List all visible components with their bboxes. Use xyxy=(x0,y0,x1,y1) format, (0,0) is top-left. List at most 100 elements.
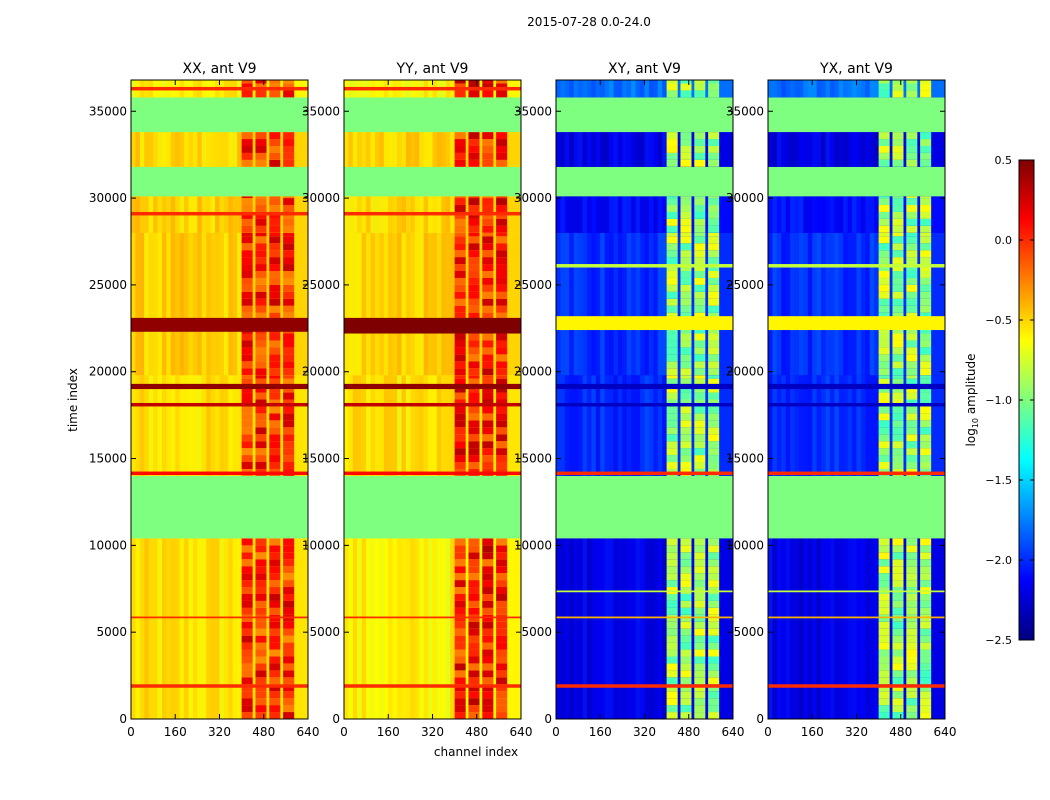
heatmap-rfi-cell xyxy=(920,621,932,629)
heatmap-rfi-cell xyxy=(283,340,295,348)
heatmap-rfi-cell xyxy=(255,559,267,567)
heatmap-rfi-cell xyxy=(454,90,466,98)
heatmap-texture xyxy=(860,232,866,376)
heatmap-texture xyxy=(829,80,835,98)
heatmap-texture xyxy=(237,538,242,719)
heatmap-texture xyxy=(419,375,424,476)
heatmap-rfi-cell xyxy=(255,368,267,376)
heatmap-rfi-cell xyxy=(269,271,281,278)
heatmap-block xyxy=(131,166,308,197)
heatmap-texture xyxy=(834,132,839,167)
heatmap-texture xyxy=(600,375,605,476)
heatmap-rfi-cell xyxy=(454,587,466,594)
heatmap-texture xyxy=(772,80,777,98)
heatmap-rfi-cell xyxy=(878,635,890,643)
heatmap-rfi-cell xyxy=(482,264,494,272)
heatmap-rfi-cell xyxy=(708,291,720,299)
heatmap-texture xyxy=(657,232,663,376)
heatmap-rfi-cell xyxy=(241,677,253,685)
colorbar-tick-label: −1.0 xyxy=(985,394,1012,407)
heatmap-rfi-cell xyxy=(496,392,508,400)
heatmap-texture xyxy=(436,375,442,476)
heatmap-rfi-cell xyxy=(269,621,281,629)
heatmap-rfi-cell xyxy=(920,656,932,664)
heatmap-rfi-cell xyxy=(241,347,253,355)
heatmap-rfi-cell xyxy=(878,705,890,713)
heatmap-rfi-cell xyxy=(482,340,494,348)
heatmap-rfi-cell xyxy=(468,139,480,146)
heatmap-texture xyxy=(569,538,574,719)
heatmap-rfi-cell xyxy=(708,580,720,588)
heatmap-texture xyxy=(635,538,641,719)
heatmap-rfi-cell xyxy=(496,628,508,636)
heatmap-rfi-cell xyxy=(468,448,480,456)
panel-xx: XX, ant V90 160 320 480 64005000100001500020… xyxy=(89,61,320,739)
heatmap-rfi-cell xyxy=(694,712,706,719)
y-tick-label: 5000 xyxy=(96,625,127,639)
heatmap-rfi-cell xyxy=(283,448,295,456)
heatmap-rfi-cell xyxy=(906,232,918,237)
heatmap-rfi-cell xyxy=(468,392,480,400)
heatmap-texture xyxy=(644,196,649,233)
heatmap-rfi-cell xyxy=(694,198,706,206)
heatmap-rfi-cell xyxy=(906,257,918,265)
heatmap-rfi-cell xyxy=(920,145,932,153)
heatmap-rfi-cell xyxy=(694,257,706,265)
heatmap-texture xyxy=(374,132,380,167)
heatmap-rfi-cell xyxy=(666,271,678,278)
heatmap-texture xyxy=(816,132,822,167)
y-tick-label: 5000 xyxy=(521,625,552,639)
heatmap-rfi-cell xyxy=(283,264,295,272)
heatmap-rfi-cell xyxy=(666,159,678,167)
heatmap-texture xyxy=(635,232,641,376)
heatmap-texture xyxy=(785,132,791,167)
heatmap-rfi-cell xyxy=(255,434,267,442)
heatmap-rfi-cell xyxy=(468,580,480,588)
heatmap-texture xyxy=(617,132,623,167)
heatmap-rfi-cell xyxy=(496,656,508,664)
heatmap-rfi-cell xyxy=(708,198,720,206)
heatmap-rfi-cell xyxy=(878,552,890,560)
heatmap-texture xyxy=(834,196,839,233)
heatmap-rfi-cell xyxy=(241,277,253,285)
heatmap-texture xyxy=(215,538,220,719)
heatmap-rfi-cell xyxy=(496,333,508,341)
heatmap-rfi-cell xyxy=(920,368,932,376)
heatmap-texture xyxy=(856,232,861,376)
heatmap-rfi-cell xyxy=(468,354,480,362)
heatmap-rfi-cell xyxy=(454,573,466,581)
heatmap-texture xyxy=(344,132,349,167)
heatmap-texture xyxy=(874,538,879,719)
heatmap-rfi-cell xyxy=(878,298,890,306)
heatmap-rfi-cell xyxy=(283,218,295,226)
heatmap-rfi-cell xyxy=(708,333,720,341)
heatmap-rfi-cell xyxy=(920,218,932,226)
heatmap-texture xyxy=(856,132,861,167)
heatmap-texture xyxy=(847,375,853,476)
heatmap-texture xyxy=(569,375,574,476)
heatmap-rfi-cell xyxy=(694,305,706,313)
y-tick-label: 30000 xyxy=(89,191,127,205)
heatmap-rfi-cell xyxy=(680,152,692,160)
heatmap-rfi-cell xyxy=(468,670,480,678)
heatmap-rfi-cell xyxy=(892,232,904,237)
heatmap-rfi-cell xyxy=(255,698,267,706)
heatmap-texture xyxy=(821,232,826,376)
heatmap-rfi-cell xyxy=(482,538,494,546)
heatmap-rfi-cell xyxy=(283,152,295,160)
heatmap-rfi-cell xyxy=(666,420,678,428)
heatmap-rfi-cell xyxy=(482,90,494,98)
heatmap-texture xyxy=(626,196,632,233)
heatmap-rfi-cell xyxy=(666,545,678,553)
heatmap-rfi-cell xyxy=(920,455,932,463)
heatmap-rfi-cell xyxy=(482,236,494,244)
heatmap-rfi-cell xyxy=(892,607,904,615)
heatmap-rfi-cell xyxy=(920,698,932,706)
heatmap-rfi-cell xyxy=(283,663,295,671)
heatmap-rfi-cell xyxy=(666,434,678,442)
heatmap-texture xyxy=(388,538,393,719)
heatmap-block xyxy=(131,97,308,133)
heatmap-rfi-cell xyxy=(482,205,494,212)
heatmap-rfi-cell xyxy=(241,559,253,567)
heatmap-rfi-cell xyxy=(666,573,678,581)
